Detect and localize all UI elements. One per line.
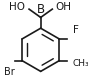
Text: OH: OH: [55, 2, 71, 12]
Text: CH₃: CH₃: [72, 59, 88, 68]
Text: HO: HO: [9, 2, 25, 12]
Text: Br: Br: [4, 67, 15, 77]
Text: B: B: [37, 3, 45, 16]
Text: F: F: [73, 25, 79, 35]
